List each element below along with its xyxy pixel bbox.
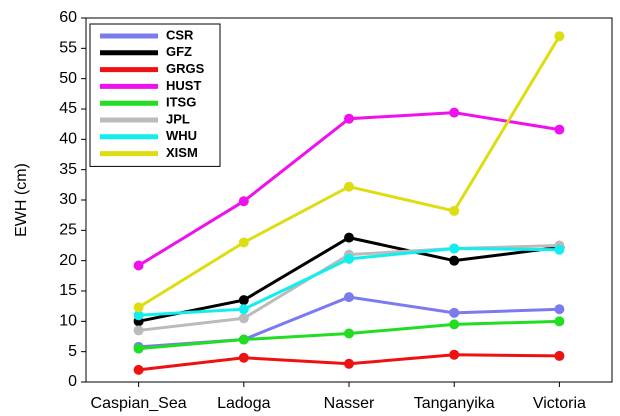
point [554, 244, 565, 255]
point [133, 302, 144, 313]
y-tick-label: 0 [68, 373, 77, 390]
legend-label: JPL [166, 111, 190, 126]
y-tick-label: 40 [59, 131, 77, 148]
x-tick-label: Caspian_Sea [91, 395, 187, 412]
point [133, 310, 144, 321]
x-tick-label: Ladoga [217, 395, 270, 412]
point [449, 107, 460, 118]
y-tick-label: 20 [59, 252, 77, 269]
point [344, 328, 354, 339]
point [344, 181, 354, 192]
point [133, 325, 144, 336]
point [449, 349, 460, 360]
x-tick-label: Tanganyika [414, 395, 495, 412]
y-tick-label: 50 [59, 70, 77, 87]
y-tick-label: 60 [59, 9, 77, 26]
point [238, 352, 249, 363]
x-tick-label: Nasser [324, 395, 375, 412]
point [344, 253, 354, 264]
point [344, 113, 354, 124]
legend-label: XISM [166, 145, 198, 160]
legend-label: ITSG [166, 95, 196, 110]
point [238, 313, 249, 324]
legend-label: HUST [166, 78, 201, 93]
point [449, 205, 460, 216]
y-tick-label: 45 [59, 100, 77, 117]
y-tick-label: 15 [59, 282, 77, 299]
point [554, 350, 565, 361]
point [554, 316, 565, 327]
point [238, 237, 249, 248]
legend-label: GRGS [166, 61, 205, 76]
point [238, 196, 249, 207]
point [133, 343, 144, 354]
point [238, 295, 249, 306]
point [238, 304, 249, 315]
point [449, 243, 460, 254]
x-tick-label: Victoria [533, 395, 586, 412]
y-tick-label: 5 [68, 343, 77, 360]
point [449, 307, 460, 318]
point [554, 124, 565, 135]
point [133, 260, 144, 271]
point [238, 334, 249, 345]
point [449, 319, 460, 330]
legend-label: CSR [166, 27, 194, 42]
point [133, 364, 144, 375]
point [449, 255, 460, 266]
legend-box [89, 23, 221, 167]
y-tick-label: 30 [59, 191, 77, 208]
y-tick-label: 55 [59, 40, 77, 57]
legend-label: GFZ [166, 44, 192, 59]
y-axis-label: EWH (cm) [13, 163, 30, 237]
legend-label: WHU [166, 128, 197, 143]
y-tick-label: 25 [59, 222, 77, 239]
point [344, 232, 354, 243]
y-tick-label: 10 [59, 313, 77, 330]
point [344, 358, 354, 369]
point [554, 304, 565, 315]
point [554, 31, 565, 42]
y-tick-label: 35 [59, 161, 77, 178]
point [344, 292, 354, 303]
